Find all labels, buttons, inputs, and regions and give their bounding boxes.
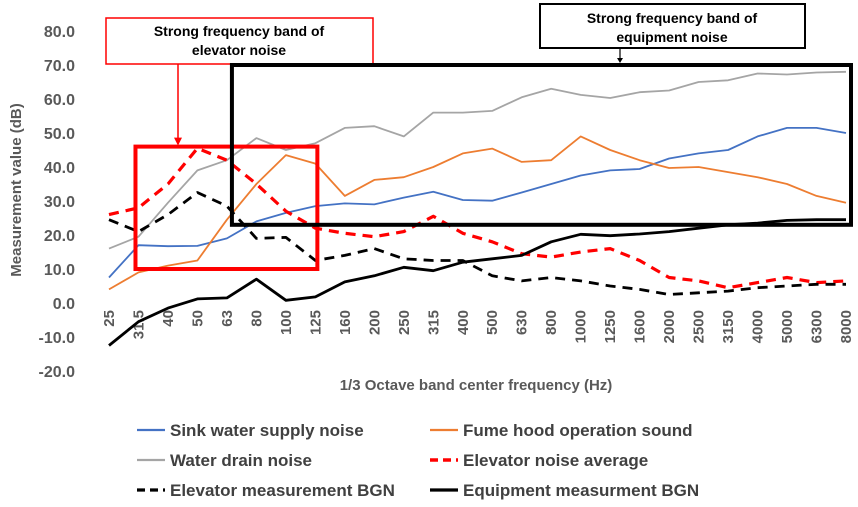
y-tick-label: 10.0 — [44, 262, 75, 279]
equipment-band-box — [229, 63, 854, 227]
y-tick-label: 60.0 — [44, 92, 75, 109]
y-tick-label: -10.0 — [39, 330, 76, 347]
x-tick-label: 2000 — [661, 310, 678, 343]
y-tick-label: 30.0 — [44, 194, 75, 211]
x-axis-title: 1/3 Octave band center frequency (Hz) — [340, 377, 613, 394]
x-tick-label: 1600 — [632, 310, 649, 343]
x-tick-label: 2500 — [691, 310, 708, 343]
x-tick-label: 200 — [366, 310, 383, 335]
x-tick-label: 1250 — [602, 310, 619, 343]
x-tick-label: 25 — [101, 310, 118, 327]
y-tick-label: 70.0 — [44, 58, 75, 75]
x-tick-label: 40 — [160, 310, 177, 327]
x-tick-label: 500 — [484, 310, 501, 335]
x-tick-label: 3150 — [720, 310, 737, 343]
legend-label-4: Elevator noise average — [463, 451, 648, 470]
equipment-arrow-head — [617, 58, 623, 63]
equipment-callout-text: equipment noise — [616, 29, 727, 45]
x-tick-label: 50 — [189, 310, 206, 327]
x-tick-label: 8000 — [838, 310, 855, 343]
x-tick-label: 160 — [337, 310, 354, 335]
y-tick-label: 80.0 — [44, 24, 75, 41]
x-tick-label: 800 — [543, 310, 560, 335]
x-tick-label: 315 — [425, 310, 442, 335]
x-tick-label: 63 — [219, 310, 236, 327]
x-tick-label: 80 — [248, 310, 265, 327]
x-tick-label: 630 — [514, 310, 531, 335]
x-tick-label: 5000 — [779, 310, 796, 343]
legend: Sink water supply noise Fume hood operati… — [137, 421, 699, 500]
series-line-3 — [108, 70, 847, 250]
series-line-1 — [108, 127, 847, 279]
elevator-arrow-head — [174, 137, 182, 146]
y-tick-label: -20.0 — [39, 364, 76, 381]
series-line-4 — [108, 146, 847, 290]
legend-label-5: Elevator measurement BGN — [170, 481, 395, 500]
x-tick-label: 100 — [278, 310, 295, 335]
elevator-band-box — [133, 144, 320, 272]
elevator-callout-box — [105, 17, 374, 65]
y-tick-label: 20.0 — [44, 228, 75, 245]
legend-label-2: Fume hood operation sound — [463, 421, 692, 440]
y-tick-label: 0.0 — [53, 296, 75, 313]
elevator-callout-text: elevator noise — [192, 42, 286, 58]
x-tick-label: 400 — [455, 310, 472, 335]
x-tick-label: 250 — [396, 310, 413, 335]
y-tick-label: 40.0 — [44, 160, 75, 177]
x-tick-label: 1000 — [573, 310, 590, 343]
x-tick-label: 31.5 — [130, 310, 147, 339]
series-line-5 — [108, 191, 846, 296]
series-line-2 — [108, 135, 847, 291]
y-axis-title: Measurement value (dB) — [8, 103, 25, 276]
annotation-layer: Strong frequency band of elevator noise St… — [105, 3, 854, 272]
x-tick-label: 125 — [307, 310, 324, 335]
y-tick-label: 50.0 — [44, 126, 75, 143]
legend-label-1: Sink water supply noise — [170, 421, 364, 440]
x-axis: 25 31.5 40 50 63 80 100 125 160 200 250 315 400 500 63… — [101, 310, 855, 343]
elevator-callout-text: Strong frequency band of — [154, 23, 325, 39]
equipment-callout-box — [539, 3, 806, 49]
legend-label-6: Equipment measurment BGN — [463, 481, 699, 500]
y-axis: -20.0 -10.0 0.0 10.0 20.0 30.0 40.0 50.0 60.0 70.… — [39, 24, 76, 381]
legend-label-3: Water drain noise — [170, 451, 312, 470]
x-tick-label: 4000 — [750, 310, 767, 343]
equipment-callout-text: Strong frequency band of — [587, 10, 758, 26]
series-layer — [108, 70, 847, 347]
x-tick-label: 6300 — [809, 310, 826, 343]
